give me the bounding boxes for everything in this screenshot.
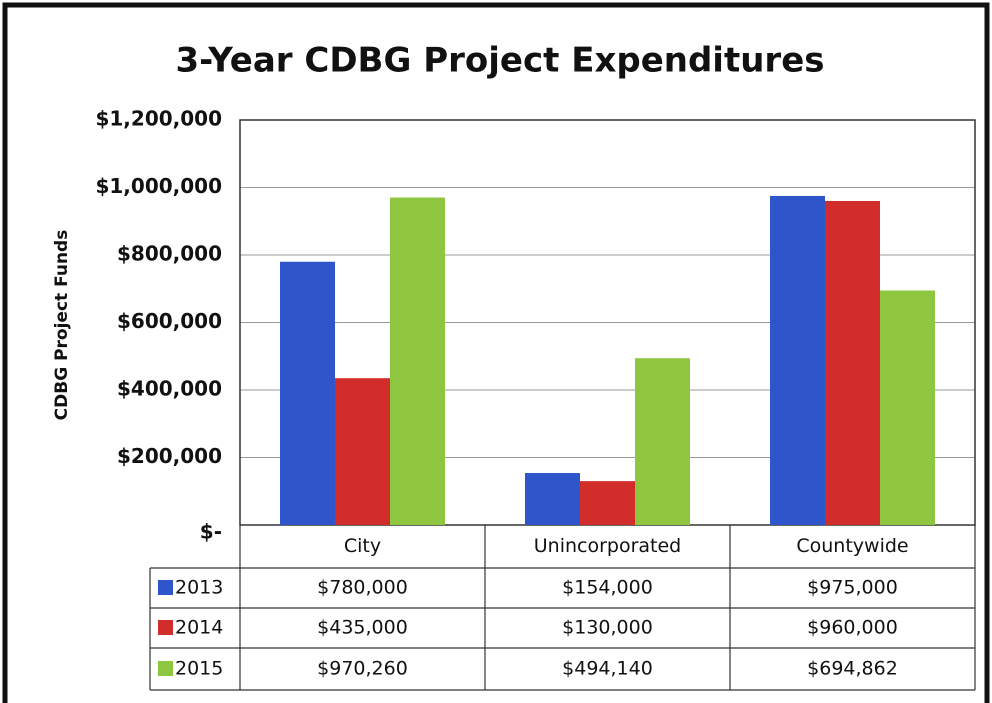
- legend-label: 2015: [175, 658, 223, 680]
- bar: [825, 201, 880, 525]
- table-value: $970,260: [317, 658, 408, 680]
- table-value: $154,000: [562, 577, 653, 599]
- y-axis-label: CDBG Project Funds: [52, 230, 72, 421]
- bar: [335, 378, 390, 525]
- y-tick-label: $1,000,000: [95, 174, 222, 198]
- table-value: $494,140: [562, 658, 653, 680]
- bar: [525, 473, 580, 525]
- y-tick-label: $1,200,000: [95, 107, 222, 131]
- legend-swatch: [158, 580, 173, 595]
- table-value: $694,862: [807, 658, 898, 680]
- table-value: $435,000: [317, 617, 408, 639]
- y-tick-label: $-: [200, 520, 222, 544]
- table-value: $960,000: [807, 617, 898, 639]
- bar: [635, 358, 690, 525]
- table-value: $130,000: [562, 617, 653, 639]
- y-tick-label: $600,000: [117, 309, 222, 333]
- bar: [770, 195, 825, 525]
- x-tick-label: Unincorporated: [534, 535, 682, 557]
- table-value: $975,000: [807, 577, 898, 599]
- legend-label: 2014: [175, 617, 223, 639]
- bar: [880, 290, 935, 525]
- legend-swatch: [158, 620, 173, 635]
- y-tick-label: $200,000: [117, 444, 222, 468]
- table-value: $780,000: [317, 577, 408, 599]
- y-tick-label: $400,000: [117, 377, 222, 401]
- bar: [580, 481, 635, 525]
- x-tick-label: Countywide: [796, 535, 908, 557]
- bar: [390, 197, 445, 526]
- legend-label: 2013: [175, 577, 223, 599]
- y-tick-label: $800,000: [117, 242, 222, 266]
- legend-swatch: [158, 661, 173, 676]
- chart-title: 3-Year CDBG Project Expenditures: [176, 41, 825, 81]
- x-tick-label: City: [344, 535, 381, 557]
- bar: [280, 261, 335, 525]
